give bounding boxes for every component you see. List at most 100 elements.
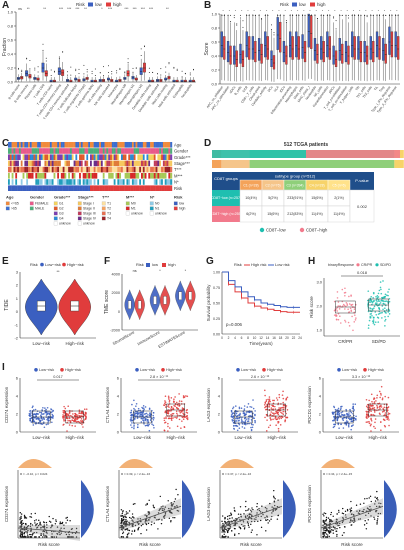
scatter-point	[173, 500, 176, 503]
heat-cell	[164, 160, 167, 167]
heat-cell	[59, 179, 62, 185]
jitter-point	[265, 400, 268, 403]
scatter-point	[223, 529, 225, 531]
jitter-point	[78, 415, 81, 417]
scatter-point	[370, 515, 372, 517]
heat-cell	[144, 154, 147, 160]
scatter-point	[271, 515, 273, 518]
heat-cell	[117, 185, 120, 191]
jitter-point	[381, 411, 384, 413]
scatter-point	[39, 523, 41, 525]
scatter-point	[161, 519, 163, 521]
panel-label: G	[206, 256, 214, 267]
heat-cell	[75, 185, 78, 191]
heat-cell	[46, 173, 49, 179]
scatter-point	[367, 512, 370, 515]
jitter-point	[348, 423, 350, 425]
jitter-point	[52, 409, 54, 412]
heat-cell	[117, 160, 120, 167]
table-cell-value: 2(1%)	[334, 196, 344, 200]
scatter-point	[336, 533, 338, 536]
outlier-point	[264, 14, 266, 16]
scatter-point	[42, 536, 44, 538]
legend-item-label: low	[179, 202, 185, 206]
heat-cell	[157, 148, 160, 154]
legend-label-low: low	[95, 2, 103, 7]
jitter-point	[387, 311, 390, 313]
jitter-point	[375, 313, 378, 316]
heat-cell	[155, 142, 158, 148]
sig-label: ***	[75, 7, 80, 11]
regression-line	[320, 505, 384, 529]
jitter-point	[338, 308, 341, 310]
jitter-point	[250, 429, 253, 432]
heat-cell	[20, 148, 23, 154]
heat-cell	[29, 154, 32, 160]
outlier-point	[70, 74, 72, 76]
heat-cell	[80, 160, 83, 167]
heat-cell	[122, 173, 125, 179]
heat-cell	[53, 142, 56, 148]
panel-label: I	[2, 362, 5, 373]
outlier-point	[75, 70, 77, 72]
scatter-point	[132, 503, 135, 505]
scatter-point	[364, 520, 366, 522]
subtype-header-label: C4 (n=28)	[309, 184, 324, 188]
jitter-point	[347, 424, 350, 427]
heat-cell	[122, 179, 125, 185]
heat-cell	[18, 173, 21, 179]
heat-cell	[80, 142, 83, 148]
scatter-point	[163, 517, 166, 519]
legend-dot	[259, 227, 265, 233]
jitter-point	[366, 417, 368, 420]
outlier-point	[221, 14, 223, 16]
outlier-point	[78, 68, 80, 70]
outlier-point	[242, 20, 244, 22]
outlier-point	[67, 71, 69, 73]
y-axis-label: TIDE	[4, 299, 10, 311]
heat-cell	[133, 166, 136, 173]
jitter-point	[383, 300, 385, 303]
legend-dot	[363, 368, 367, 372]
chart-g: 0.000.250.500.751.000 2 4 6 8 10 12 14 16 18 20 22 2…	[206, 262, 302, 346]
scatter-point	[156, 519, 158, 521]
heat-cell	[124, 185, 127, 191]
jitter-point	[71, 416, 74, 419]
jitter-point	[282, 410, 285, 413]
outlier-point	[254, 14, 256, 16]
scatter-point	[325, 536, 327, 538]
sig-label: ns	[133, 269, 137, 273]
jitter-point	[281, 412, 283, 415]
legend-swatch	[125, 211, 130, 216]
scatter-point	[247, 524, 250, 527]
heat-cell	[95, 179, 98, 185]
scatter-point	[369, 495, 372, 498]
scatter-point	[124, 522, 127, 525]
jitter-point	[46, 406, 49, 409]
heat-cell	[40, 166, 43, 173]
heat-cell	[153, 179, 156, 185]
heat-cell	[130, 142, 133, 148]
jitter-point	[176, 416, 178, 418]
jitter-point	[378, 289, 381, 292]
heat-cell	[95, 160, 98, 167]
heat-cell	[42, 166, 45, 173]
jitter-point	[341, 288, 344, 291]
scatter-point	[72, 536, 74, 538]
box-high	[353, 36, 356, 60]
jitter-point	[147, 425, 149, 427]
scatter-point	[35, 536, 37, 538]
jitter-point	[32, 409, 35, 411]
jitter-point	[48, 413, 51, 416]
jitter-point	[82, 426, 84, 428]
jitter-point	[142, 410, 144, 413]
jitter-point	[179, 411, 182, 414]
scatter-point	[138, 526, 140, 529]
scatter-point	[33, 520, 36, 522]
scatter-point	[252, 508, 254, 511]
heat-cell	[144, 185, 147, 191]
jitter-point	[265, 413, 268, 416]
scatter-point	[239, 526, 241, 529]
heat-cell	[84, 173, 87, 179]
heat-cell	[135, 154, 138, 160]
